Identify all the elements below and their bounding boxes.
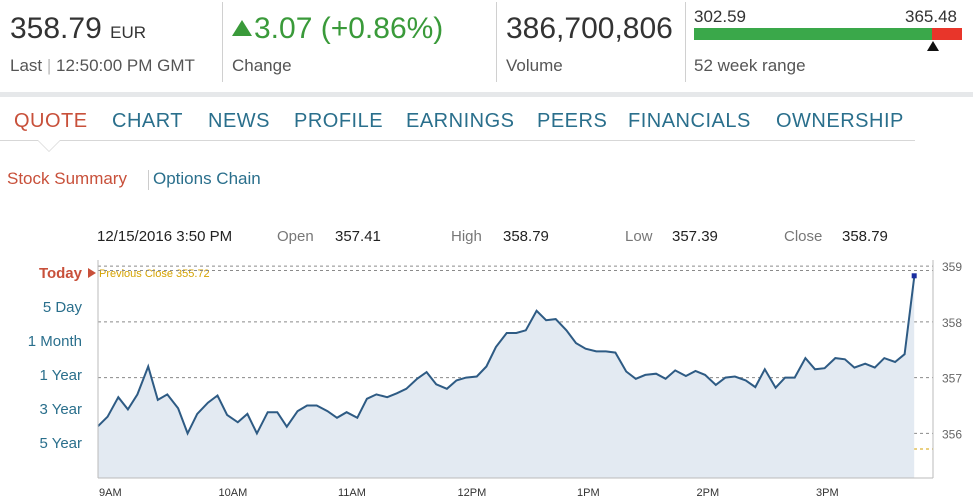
ohlc-datetime: 12/15/2016 3:50 PM [97,228,233,245]
week52-bar-red [932,28,962,40]
week52-high: 365.48 [905,7,957,26]
y-tick-label: 356 [942,427,962,441]
last-price: 358.79 [10,12,102,45]
subnav-divider [148,170,149,190]
currency: EUR [110,23,147,42]
chart-area [97,273,917,478]
nav-underline [0,140,915,141]
y-tick-label: 359 [942,260,962,274]
tab-quote[interactable]: QUOTE [14,110,88,132]
high-label: High [451,228,482,245]
quote-stats-bar: 358.79 EUR Last | 12:50:00 PM GMT 3.07 (… [0,0,973,84]
x-tick-label: 1PM [577,487,600,499]
week52-low: 302.59 [694,7,746,26]
low-label: Low [625,228,653,245]
change-value: 3.07 (+0.86%) [254,12,444,45]
y-tick-label: 357 [942,372,962,386]
volume-label: Volume [506,56,563,75]
chart-axes: 359 358 357 356 9AM 10AM 11AM 12PM 1PM 2PM 3PM [97,260,962,499]
tab-financials[interactable]: FINANCIALS [628,110,751,132]
active-tab-caret-inner [38,140,60,151]
subnav-stock-summary[interactable]: Stock Summary [7,169,127,188]
x-tick-label: 9AM [99,487,122,499]
volume-value: 386,700,806 [506,12,673,45]
change-block: 3.07 (+0.86%) [232,12,443,46]
range-1-year[interactable]: 1 Year [39,367,82,384]
header-divider [0,92,973,97]
price-area-fill [98,277,915,478]
tab-chart[interactable]: CHART [112,110,184,132]
x-tick-label: 10AM [219,487,248,499]
stats-separator [222,2,223,82]
tab-peers[interactable]: PEERS [537,110,608,132]
range-today[interactable]: Today [38,265,82,282]
low-value: 357.39 [672,228,718,245]
change-label: Change [232,56,292,75]
up-arrow-icon [232,20,252,36]
y-tick-label: 358 [942,316,962,330]
open-value: 357.41 [335,228,381,245]
price-line [97,277,916,436]
x-tick-label: 12PM [458,487,487,499]
tab-ownership[interactable]: OWNERSHIP [776,110,904,132]
high-value: 358.79 [503,228,549,245]
week52-marker-icon [927,41,939,51]
range-1-month[interactable]: 1 Month [27,333,82,350]
tab-earnings[interactable]: EARNINGS [406,110,515,132]
last-price-block: 358.79 EUR [10,12,146,46]
subnav-options-chain[interactable]: Options Chain [153,169,261,188]
last-time-block: Last | 12:50:00 PM GMT [10,56,195,76]
week52-bar-green [694,28,932,40]
range-3-year[interactable]: 3 Year [39,401,82,418]
close-value: 358.79 [842,228,888,245]
last-label: Last [10,56,43,75]
divider: | [46,56,57,75]
x-tick-label: 11AM [338,487,366,499]
last-time: 12:50:00 PM GMT [56,56,195,75]
range-5-year[interactable]: 5 Year [39,435,82,452]
tab-news[interactable]: NEWS [208,110,270,132]
tab-profile[interactable]: PROFILE [294,110,384,132]
last-price-marker [911,273,917,279]
x-tick-label: 3PM [816,487,839,499]
stats-separator [496,2,497,82]
close-label: Close [784,228,823,245]
x-tick-label: 2PM [697,487,720,499]
today-arrow-icon [88,268,96,278]
stats-separator [685,2,686,82]
open-label: Open [277,228,314,245]
range-5-day[interactable]: 5 Day [42,299,82,316]
week52-label: 52 week range [694,56,806,75]
